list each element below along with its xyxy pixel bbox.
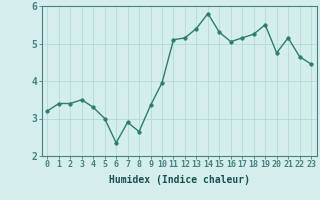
X-axis label: Humidex (Indice chaleur): Humidex (Indice chaleur) <box>109 175 250 185</box>
